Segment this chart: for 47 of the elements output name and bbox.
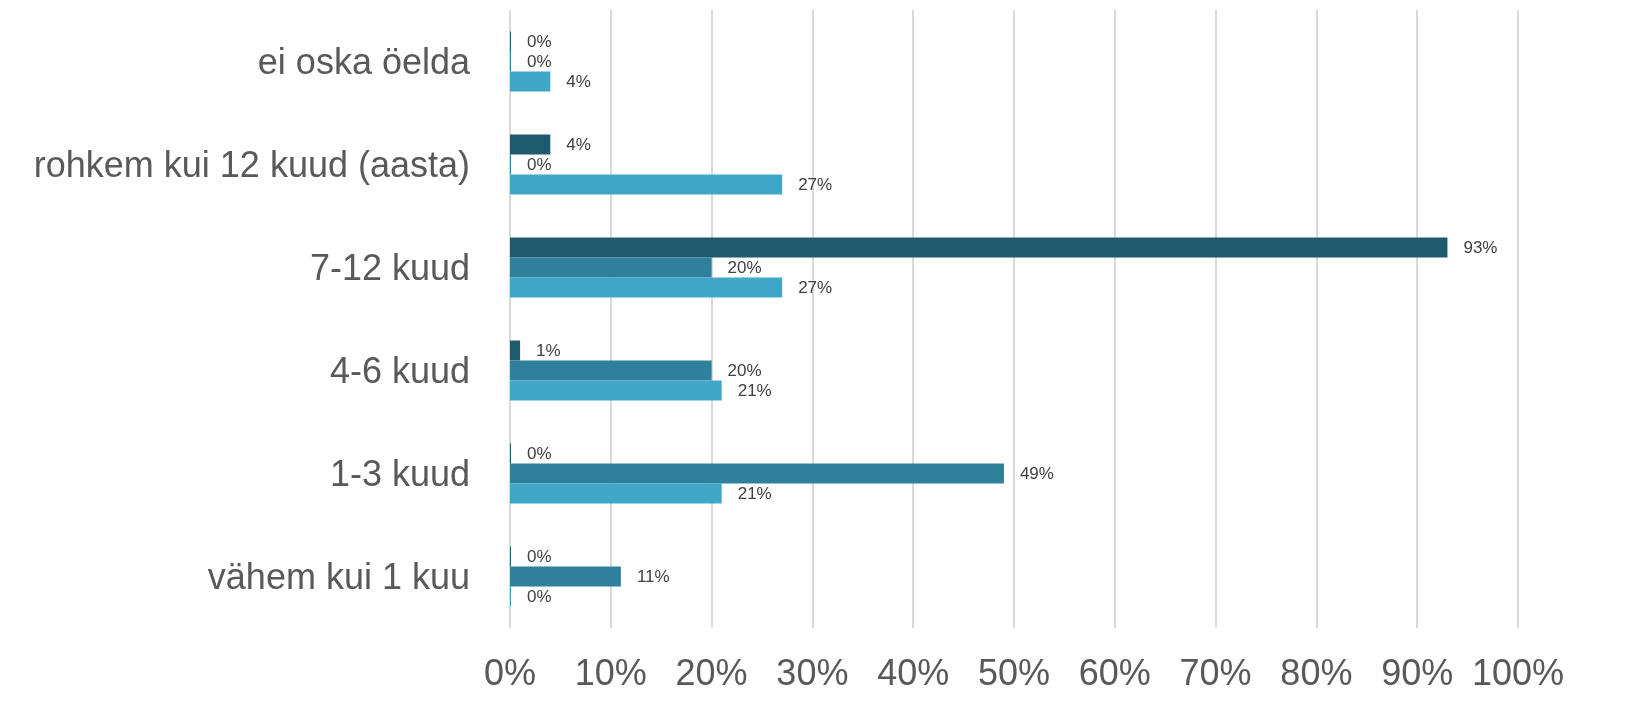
data-label: 21%: [737, 484, 772, 503]
x-tick-label: 40%: [877, 651, 950, 693]
bar: [510, 257, 712, 278]
bar: [510, 566, 621, 587]
data-label: 0%: [527, 587, 552, 606]
data-label: 0%: [527, 155, 552, 174]
y-tick-label: 4-6 kuud: [329, 350, 470, 391]
x-tick-label: 60%: [1078, 651, 1151, 693]
x-tick-label: 30%: [776, 651, 849, 693]
bar: [510, 237, 1448, 258]
y-tick-label: 7-12 kuud: [309, 247, 470, 288]
data-label: 4%: [566, 72, 591, 91]
y-tick-label: 1-3 kuud: [329, 453, 470, 494]
x-tick-label: 80%: [1280, 651, 1353, 693]
data-label: 0%: [527, 32, 552, 51]
data-label: 49%: [1019, 464, 1054, 483]
bar: [510, 360, 712, 381]
bar: [510, 463, 1004, 484]
y-tick-label: rohkem kui 12 kuud (aasta): [33, 144, 470, 185]
bar: [510, 483, 722, 504]
bar: [510, 174, 783, 195]
data-label: 4%: [566, 135, 591, 154]
bar: [510, 340, 521, 361]
bar: [510, 277, 783, 298]
data-label: 0%: [527, 52, 552, 71]
data-label: 20%: [727, 361, 762, 380]
data-label: 93%: [1463, 238, 1498, 257]
x-tick-label: 100%: [1471, 651, 1565, 693]
data-label: 21%: [737, 381, 772, 400]
data-label: 11%: [636, 567, 670, 586]
data-label: 27%: [798, 278, 833, 297]
y-tick-label: ei oska öelda: [257, 41, 471, 82]
x-tick-label: 70%: [1179, 651, 1252, 693]
data-label: 20%: [727, 258, 762, 277]
data-label: 0%: [527, 547, 552, 566]
x-tick-label: 10%: [574, 651, 647, 693]
data-label: 1%: [536, 341, 561, 360]
bar: [510, 71, 551, 92]
data-label: 27%: [798, 175, 833, 194]
x-tick-label: 0%: [483, 651, 537, 693]
x-tick-label: 90%: [1381, 651, 1454, 693]
bar: [510, 134, 551, 155]
x-tick-label: 50%: [977, 651, 1051, 693]
data-label: 0%: [527, 444, 552, 463]
y-tick-label: vähem kui 1 kuu: [207, 556, 470, 597]
x-tick-label: 20%: [675, 651, 748, 693]
bar: [510, 380, 722, 401]
